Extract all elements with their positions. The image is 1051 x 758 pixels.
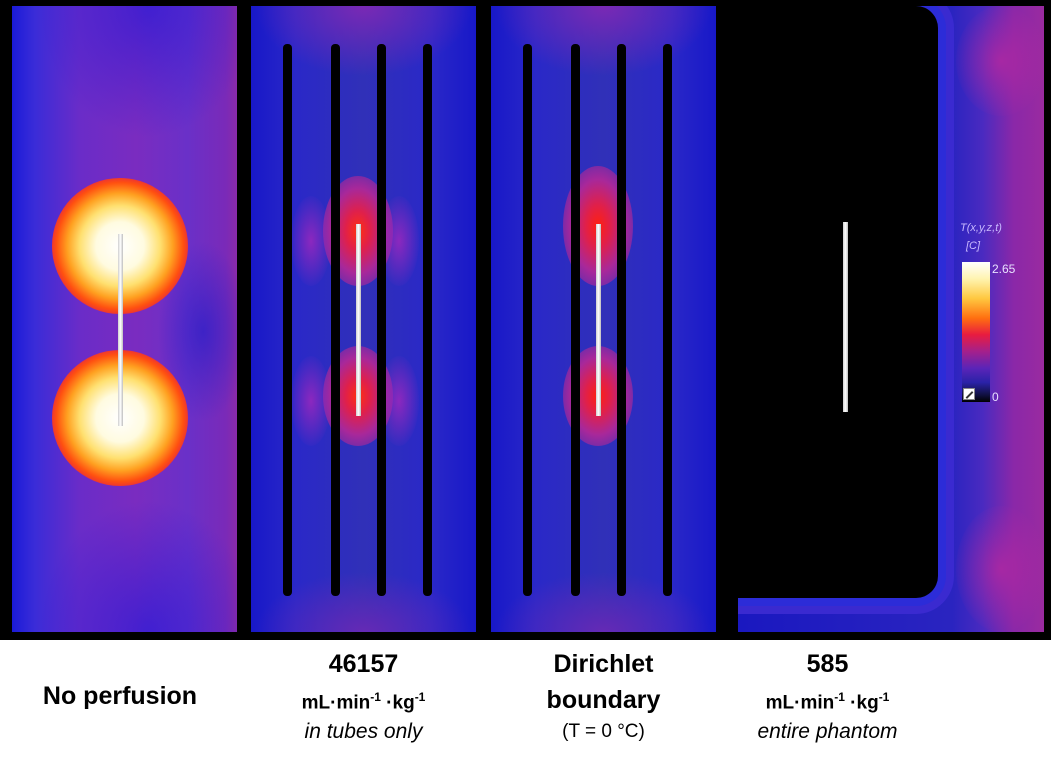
needle	[843, 222, 848, 412]
perfusion-tube	[283, 44, 292, 596]
caption-line2: boundary	[546, 686, 661, 714]
warm-edge	[956, 6, 1044, 116]
needle	[118, 234, 123, 426]
cooled-region	[738, 6, 938, 598]
perfusion-tube	[331, 44, 340, 596]
caption-line1: Dirichlet	[553, 650, 654, 678]
panel-no-perfusion	[12, 6, 237, 632]
caption-unit: mL·min-1 ·kg-1	[765, 690, 890, 714]
side-lobe	[291, 356, 331, 446]
caption-note: in tubes only	[304, 720, 423, 744]
legend-min: 0	[992, 390, 999, 404]
caption-unit: mL·min-1 ·kg-1	[301, 690, 426, 714]
caption-no-perfusion: No perfusion	[0, 676, 240, 716]
warm-edge	[956, 506, 1044, 632]
temperature-legend: T(x,y,z,t) [C] 2.65 0	[958, 220, 1038, 410]
side-lobe	[291, 196, 331, 286]
panel-phantom-perfusion	[738, 6, 1044, 632]
legend-color-bar	[962, 262, 990, 402]
thermal-map-strip: T(x,y,z,t) [C] 2.65 0	[0, 0, 1051, 640]
legend-unit: [C]	[966, 240, 981, 252]
perfusion-tube	[423, 44, 432, 596]
caption-value: 585	[806, 650, 849, 678]
perfusion-tube	[617, 44, 626, 596]
caption-line3: (T = 0 °C)	[562, 721, 645, 742]
caption-tube-perfusion: 46157 mL·min-1 ·kg-1 in tubes only	[251, 646, 476, 746]
caption-phantom-perfusion: 585 mL·min-1 ·kg-1 entire phantom	[715, 646, 940, 746]
perfusion-tube	[571, 44, 580, 596]
caption-dirichlet: Dirichlet boundary (T = 0 °C)	[491, 646, 716, 746]
panel-tube-perfusion	[251, 6, 476, 632]
legend-max: 2.65	[992, 262, 1016, 276]
caption-note: entire phantom	[757, 720, 898, 744]
needle	[356, 224, 361, 416]
caption-value: 46157	[328, 650, 399, 678]
caption-title: No perfusion	[42, 682, 198, 710]
panel-dirichlet	[491, 6, 716, 632]
legend-title: T(x,y,z,t)	[960, 222, 1002, 234]
perfusion-tube	[377, 44, 386, 596]
perfusion-tube	[523, 44, 532, 596]
perfusion-tube	[663, 44, 672, 596]
needle	[596, 224, 601, 416]
range-reset-icon[interactable]	[963, 388, 975, 400]
